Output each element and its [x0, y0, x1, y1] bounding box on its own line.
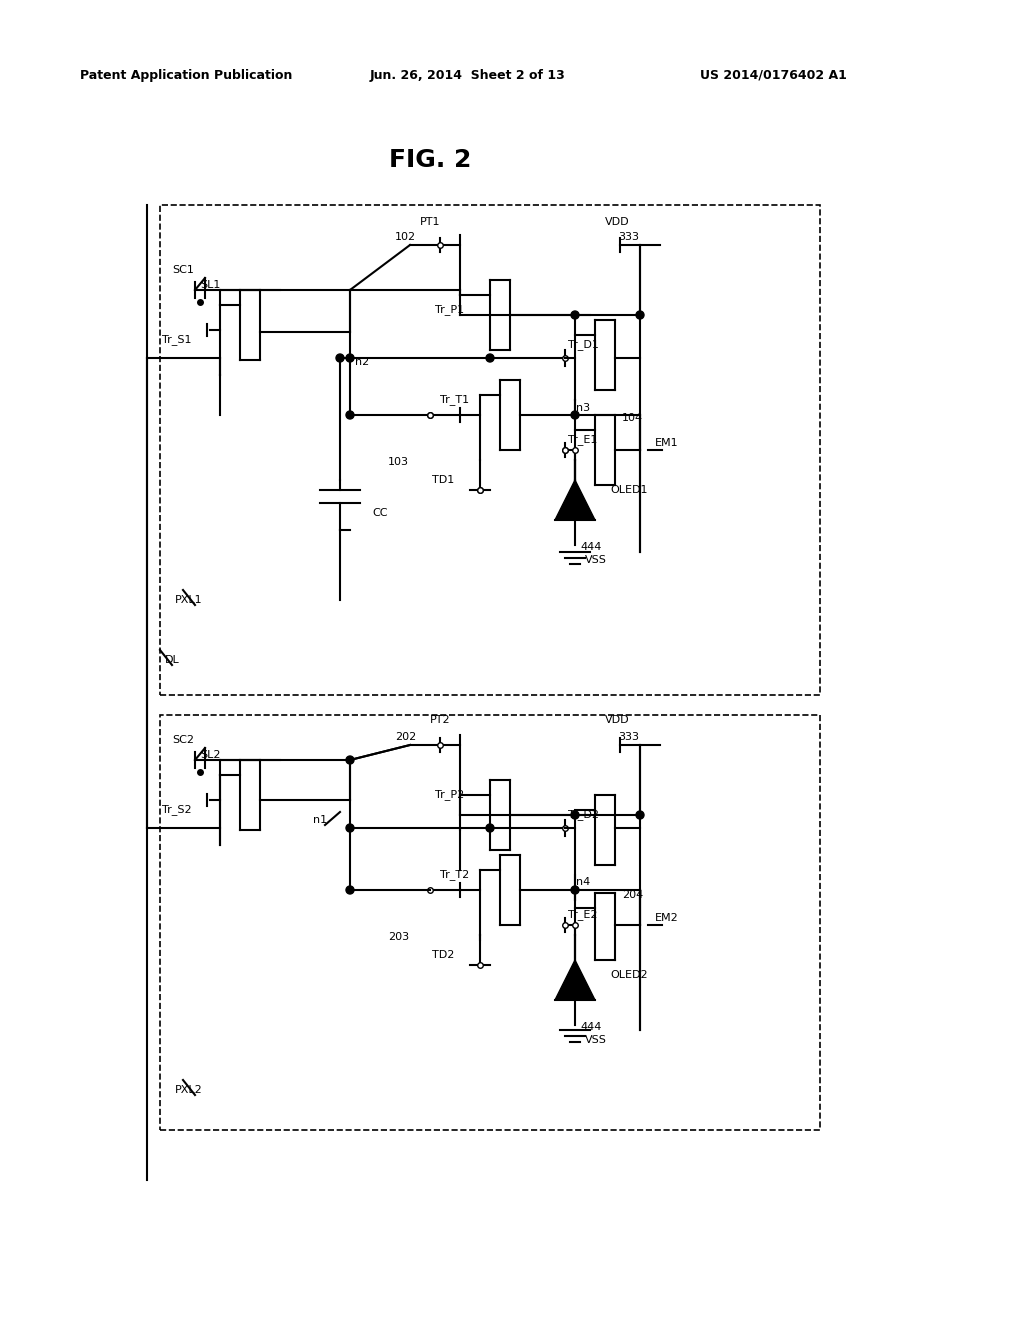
Text: Tr_D2: Tr_D2 [568, 809, 599, 821]
Text: SL1: SL1 [200, 280, 220, 290]
Text: 202: 202 [395, 733, 416, 742]
Polygon shape [555, 480, 595, 520]
Text: 333: 333 [618, 733, 639, 742]
Text: PXL2: PXL2 [175, 1085, 203, 1096]
Circle shape [486, 354, 494, 362]
Text: Tr_P2: Tr_P2 [435, 789, 464, 800]
Text: VSS: VSS [585, 554, 607, 565]
Text: 444: 444 [580, 543, 601, 552]
Text: CC: CC [372, 508, 387, 517]
Text: 102: 102 [395, 232, 416, 242]
Circle shape [636, 810, 644, 818]
Text: SC2: SC2 [172, 735, 194, 744]
Circle shape [346, 756, 354, 764]
Text: DL: DL [165, 655, 180, 665]
Text: Tr_E2: Tr_E2 [568, 909, 597, 920]
Text: n3: n3 [575, 403, 590, 413]
Text: Tr_T2: Tr_T2 [440, 870, 469, 880]
Circle shape [336, 354, 344, 362]
Circle shape [571, 886, 579, 894]
Text: TD2: TD2 [432, 950, 455, 960]
Circle shape [636, 312, 644, 319]
Text: VDD: VDD [605, 715, 630, 725]
Text: n4: n4 [575, 876, 590, 887]
Text: Tr_E1: Tr_E1 [568, 434, 597, 445]
Circle shape [486, 824, 494, 832]
Polygon shape [555, 960, 595, 1001]
Text: FIG. 2: FIG. 2 [389, 148, 471, 172]
Circle shape [571, 810, 579, 818]
Text: TD1: TD1 [432, 475, 455, 484]
Bar [160, 715, 820, 1130]
Text: 204: 204 [622, 890, 643, 900]
Text: VSS: VSS [585, 1035, 607, 1045]
Circle shape [571, 411, 579, 418]
Text: Tr_P1: Tr_P1 [435, 305, 464, 315]
Text: 203: 203 [388, 932, 410, 942]
Text: Tr_T1: Tr_T1 [440, 395, 469, 405]
Text: EM1: EM1 [655, 438, 679, 447]
Text: EM2: EM2 [655, 913, 679, 923]
Text: OLED2: OLED2 [610, 970, 647, 979]
Text: PT1: PT1 [420, 216, 440, 227]
Text: 104: 104 [622, 413, 643, 422]
Text: Tr_S2: Tr_S2 [162, 805, 191, 816]
Text: US 2014/0176402 A1: US 2014/0176402 A1 [700, 69, 847, 82]
Text: Patent Application Publication: Patent Application Publication [80, 69, 293, 82]
Text: SL2: SL2 [200, 750, 220, 760]
Text: n2: n2 [355, 356, 370, 367]
Text: PXL1: PXL1 [175, 595, 203, 605]
Circle shape [346, 886, 354, 894]
Bar [160, 205, 820, 696]
Text: n1: n1 [313, 814, 327, 825]
Text: 103: 103 [388, 457, 409, 467]
Text: OLED1: OLED1 [610, 484, 647, 495]
Circle shape [571, 312, 579, 319]
Circle shape [346, 411, 354, 418]
Text: 333: 333 [618, 232, 639, 242]
Text: Jun. 26, 2014  Sheet 2 of 13: Jun. 26, 2014 Sheet 2 of 13 [370, 69, 565, 82]
Text: SC1: SC1 [172, 265, 194, 275]
Text: Tr_S1: Tr_S1 [162, 334, 191, 346]
Text: VDD: VDD [605, 216, 630, 227]
Circle shape [346, 354, 354, 362]
Text: Tr_D1: Tr_D1 [568, 339, 599, 350]
Text: 444: 444 [580, 1022, 601, 1032]
Circle shape [346, 824, 354, 832]
Text: PT2: PT2 [430, 715, 451, 725]
